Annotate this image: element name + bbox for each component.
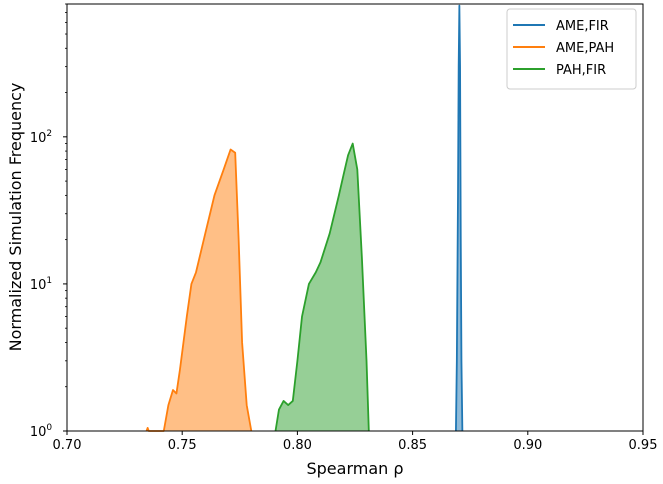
plot-frame: [66, 3, 644, 432]
series-line-2: [274, 142, 370, 432]
series-area-2: [275, 143, 369, 431]
plot-areas: [145, 4, 464, 432]
series-area-1: [146, 149, 252, 431]
legend-label: AME,FIR: [556, 19, 609, 34]
legend: AME,FIR AME,PAH PAH,FIR: [506, 8, 637, 90]
y-axis-label: Normalized Simulation Frequency: [6, 83, 25, 352]
y-tick-label: 100: [30, 423, 53, 440]
x-tick-label: 0.90: [513, 438, 542, 453]
x-tick-label: 0.85: [398, 438, 427, 453]
series-line-0: [455, 4, 464, 432]
series-line-1: [145, 148, 253, 432]
legend-label: AME,PAH: [556, 41, 614, 56]
x-tick-label: 0.95: [629, 438, 658, 453]
x-axis-label: Spearman ρ: [306, 459, 403, 478]
y-tick-label: 102: [30, 129, 52, 146]
legend-label: PAH,FIR: [556, 63, 606, 78]
x-tick-label: 0.75: [168, 438, 197, 453]
y-tick-label: 101: [30, 276, 52, 293]
x-axis: 0.70 0.75 0.80 0.85 0.90 0.95: [53, 431, 658, 453]
x-tick-label: 0.70: [53, 438, 82, 453]
y-axis: 100 101 102: [30, 3, 67, 440]
x-tick-label: 0.80: [283, 438, 312, 453]
